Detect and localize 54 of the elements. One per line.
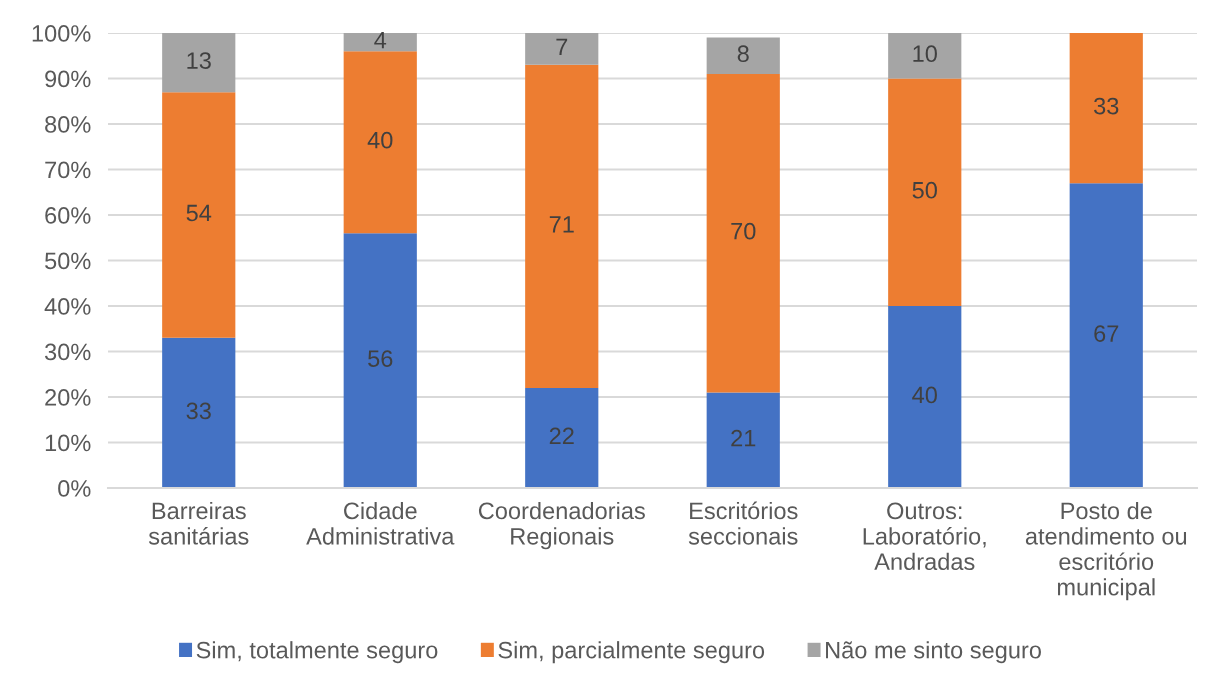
data-label: 56 [368,350,393,367]
bar [343,33,417,52]
legend-label: Não me sinto seguro [826,641,1041,664]
bar [525,64,599,388]
data-label: 54 [186,204,212,222]
y-tick-label: 100% [32,25,91,42]
bar [706,73,780,393]
bar [1069,183,1143,488]
legend-label: Sim, totalmente seguro [196,641,438,664]
bar [525,387,599,488]
data-label: 70 [731,222,756,240]
bar [162,33,236,93]
y-tick-label: 40% [44,298,91,315]
x-tick-label: Barreiras sanitárias [148,501,249,545]
bar [888,78,962,306]
bar [1069,33,1143,184]
data-label: 21 [731,429,756,447]
data-label: 33 [1094,97,1119,115]
data-label: 50 [912,181,937,199]
x-tick-label: Coordenadorias Regionais [478,501,645,550]
data-label: 40 [912,386,937,404]
y-tick-label: 50% [45,252,91,270]
data-label: 7 [556,38,568,56]
bar [162,337,236,488]
bar [888,33,962,79]
bar [343,233,417,488]
bar [162,92,236,338]
data-label: 22 [549,427,574,445]
bar [525,33,599,65]
data-label: 13 [187,52,211,69]
y-tick-label: 20% [45,389,91,406]
legend-label: Sim, parcialmente seguro [498,641,765,664]
x-tick-label: Cidade Administrativa [306,501,455,545]
y-tick-label: 60% [45,207,91,224]
x-tick-label: Escritórios seccionais [688,501,798,545]
data-label: 10 [913,45,937,63]
data-label: 71 [549,216,574,233]
y-tick-label: 80% [45,116,91,133]
data-label: 4 [374,31,387,49]
data-label: 67 [1094,325,1119,342]
y-tick-label: 30% [44,343,91,361]
x-tick-label: Posto de atendimento ou escritório municipal [1025,501,1187,601]
x-tick-label: Outros: Laboratório, Andradas [863,502,986,571]
bar [888,306,962,488]
y-tick-label: 70% [45,161,91,179]
y-tick-label: 0% [58,480,91,497]
y-tick-label: 90% [45,70,91,88]
bar [706,392,780,488]
data-label: 33 [186,402,211,420]
data-label: 8 [737,45,749,63]
y-tick-label: 10% [45,434,91,452]
bar [706,37,780,74]
data-label: 40 [367,131,393,149]
bar [343,51,417,234]
